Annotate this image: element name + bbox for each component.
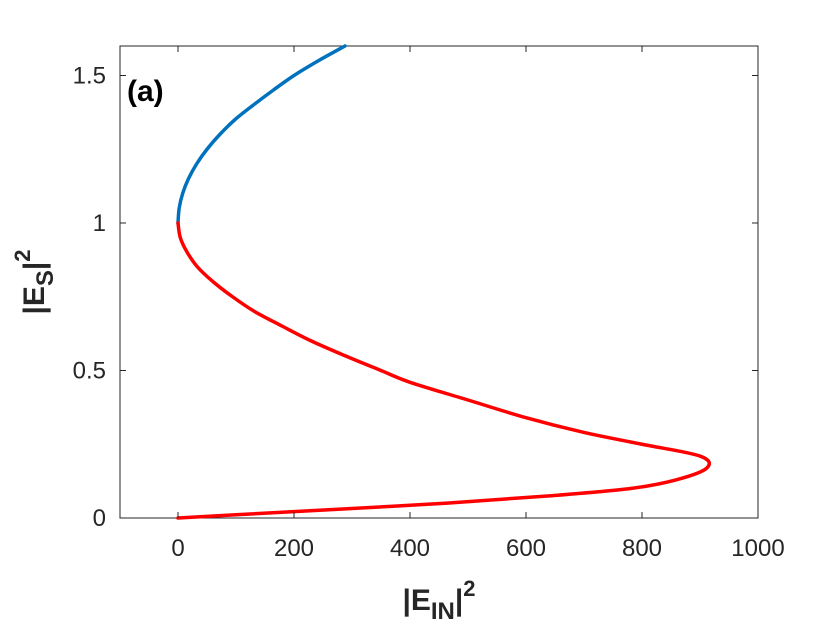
series-line-2 — [176, 221, 712, 520]
y-tick-label: 1 — [93, 210, 106, 237]
x-tick-label: 0 — [171, 535, 184, 562]
x-axis-ticks: 0 200 400 600 800 1000 — [171, 46, 785, 562]
x-tick-label: 1000 — [731, 535, 784, 562]
panel-label: (a) — [127, 75, 164, 108]
x-tick-label: 400 — [390, 535, 430, 562]
x-tick-label: 200 — [274, 535, 314, 562]
y-axis-ticks: 0 0.5 1 1.5 — [73, 63, 758, 532]
plot-frame — [119, 45, 759, 519]
series-line-1 — [176, 44, 347, 225]
y-tick-label: 0 — [93, 505, 106, 532]
plot-area: 0 200 400 600 800 1000 0 0.5 1 1.5 — [73, 44, 785, 562]
series-group — [176, 44, 712, 520]
y-tick-label: 1.5 — [73, 63, 106, 90]
y-tick-label: 0.5 — [73, 358, 106, 385]
x-tick-label: 800 — [622, 535, 662, 562]
x-axis-title: |EIN|2 — [402, 576, 475, 625]
y-axis-title: |ES|2 — [10, 249, 59, 314]
x-tick-label: 600 — [506, 535, 546, 562]
